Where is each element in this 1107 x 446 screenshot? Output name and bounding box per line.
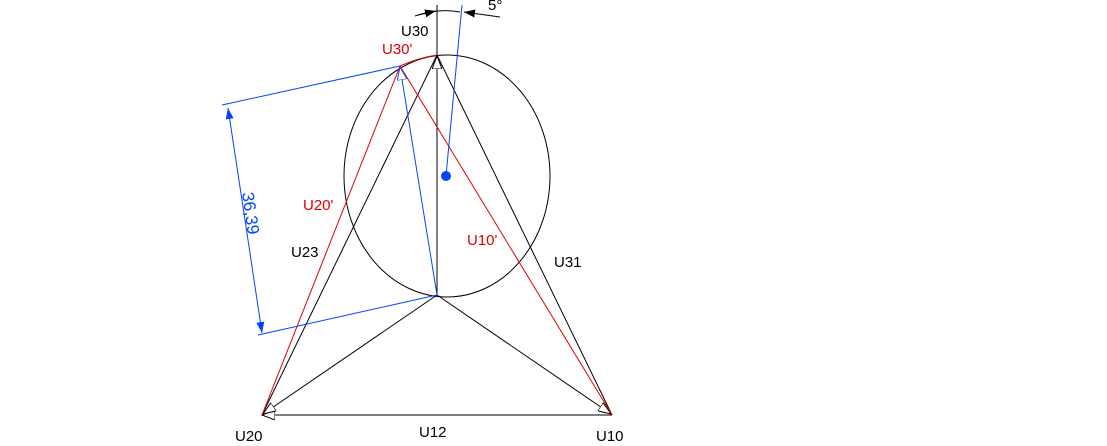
phasor-u30-displaced-line [400,67,438,296]
locus-circle [343,54,551,298]
phasor-u31-line [436,54,613,416]
label-u20: U20 [235,428,263,445]
label-u20-prime: U20' [303,197,334,214]
label-u23: U23 [291,244,319,261]
dimension-extension-bottom [257,294,438,336]
phasor-u10-prime-line [399,65,613,416]
dimension-arrow-bottom [244,219,265,334]
phasor-u20-line [263,294,438,414]
label-angle: 5° [488,0,502,14]
u30-prime-arc [399,54,438,67]
dimension-extension-top [221,65,401,106]
dimension-arrow-top [225,107,246,221]
label-u12: U12 [419,424,447,441]
label-u10-prime: U10' [467,232,498,249]
angle-arrow-right [463,9,501,18]
label-u10: U10 [596,428,624,445]
phasor-u10-line [436,294,611,414]
label-u30-prime: U30' [382,41,413,58]
angle-reference-line [445,4,463,177]
label-dimension: 36,39 [238,191,263,236]
phasor-u23-line [261,54,438,416]
neutral-point [441,171,451,181]
phasor-u20-prime-line [261,65,401,416]
label-u31: U31 [554,254,582,271]
angle-arrow-left [417,9,437,18]
label-u30: U30 [401,23,429,40]
